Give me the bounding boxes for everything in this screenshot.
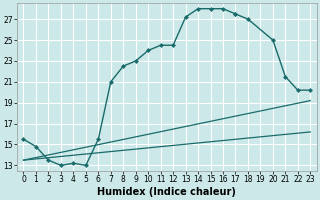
X-axis label: Humidex (Indice chaleur): Humidex (Indice chaleur): [98, 187, 236, 197]
